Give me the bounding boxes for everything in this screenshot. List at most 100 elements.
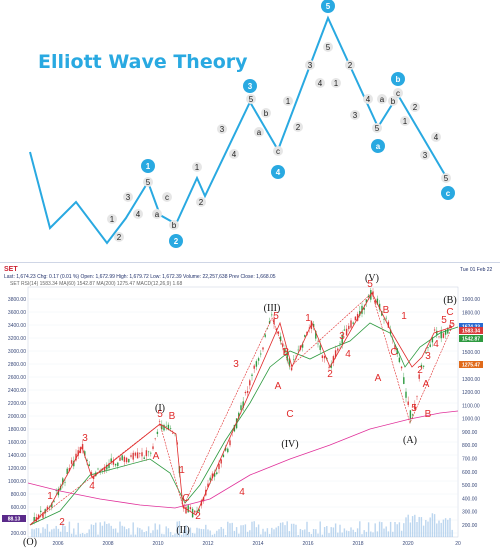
candle-body (372, 291, 374, 295)
volume-bar (86, 533, 88, 537)
header-indicators: SET RSI(14) 1583.34 MA(60) 1542.87 MA(20… (10, 281, 182, 287)
y-right-tick: 600.00 (462, 470, 478, 476)
volume-bar (62, 522, 64, 537)
volume-bar (317, 533, 319, 537)
minor-wave-label: 1 (286, 97, 291, 106)
candle-body (249, 380, 251, 386)
candle-body (154, 438, 156, 440)
x-tick: 2020 (402, 541, 413, 547)
candle-body (106, 464, 108, 470)
red-wave-label: 5 (411, 403, 417, 414)
candle-body (143, 457, 145, 459)
candle-body (90, 472, 93, 476)
candle-body (86, 459, 88, 462)
candle-body (394, 344, 396, 350)
candle-body (165, 426, 167, 427)
candle-body (53, 500, 55, 502)
major-badge-label: 3 (248, 82, 253, 91)
volume-bar (385, 526, 387, 537)
volume-bar (271, 527, 273, 537)
volume-bar (143, 532, 145, 537)
volume-bar (211, 534, 214, 537)
red-wave-label: 2 (327, 369, 333, 380)
red-wave-label: 3 (339, 331, 345, 342)
volume-bar (422, 525, 425, 537)
candle-body (209, 477, 211, 481)
volume-bar (79, 533, 82, 537)
x-tick: 2008 (102, 541, 113, 547)
candle-body (416, 395, 418, 397)
volume-bar (229, 523, 231, 537)
candle-body (244, 391, 247, 394)
volume-bar (268, 534, 271, 537)
volume-bar (119, 521, 121, 537)
volume-bar (440, 522, 442, 537)
y-right-tick: 500.00 (462, 483, 478, 489)
volume-bar (312, 528, 315, 537)
volume-bar (37, 528, 40, 537)
volume-bar (251, 521, 253, 537)
ma200-line (27, 410, 459, 509)
volume-bar (359, 521, 361, 537)
red-wave-label: B (425, 409, 432, 420)
red-wave-label: A (275, 381, 282, 392)
candle-body (92, 476, 95, 480)
candle-body (387, 321, 390, 328)
candle-body (68, 468, 71, 472)
candle-body (196, 510, 198, 512)
major-badge-label: 5 (326, 2, 331, 11)
volume-bar (191, 532, 194, 537)
red-wave-label: 4 (239, 487, 245, 498)
candle-body (81, 444, 84, 450)
volume-bar (35, 528, 38, 537)
volume-bar (176, 521, 178, 537)
minor-wave-label: 2 (199, 198, 204, 207)
volume-bar (77, 522, 79, 537)
minor-label-bg (107, 214, 117, 224)
minor-wave-label: 2 (296, 123, 301, 132)
volume-bar (279, 522, 282, 537)
red-wave-label: 4 (89, 481, 95, 492)
minor-wave-label: c (276, 147, 280, 156)
diagram-title: Elliott Wave Theory (38, 51, 248, 73)
volume-bar (398, 522, 401, 537)
volume-bar (253, 521, 255, 537)
price-box (459, 327, 483, 334)
candle-body (334, 350, 337, 358)
candle-body (246, 391, 249, 393)
x-tick: 2006 (52, 541, 63, 547)
candle-body (286, 350, 288, 361)
wave-red-path (29, 292, 453, 526)
candle-body (271, 314, 273, 316)
minor-wave-label: 3 (220, 125, 225, 134)
volume-bar (134, 534, 137, 537)
volume-bar (154, 523, 156, 537)
volume-bar (361, 534, 363, 537)
volume-bar (242, 525, 244, 537)
candle-body (277, 331, 280, 334)
candle-body (145, 450, 148, 457)
volume-bar (255, 527, 258, 537)
candle-body (385, 317, 387, 319)
minor-wave-label: 4 (232, 150, 237, 159)
volume-bar (337, 532, 339, 537)
red-wave-label: C (182, 493, 189, 504)
candle-body (288, 358, 291, 366)
y-right-tick: 1100.00 (462, 403, 480, 409)
volume-bar (169, 531, 172, 537)
candle-body (42, 512, 44, 518)
major-badge-circle (243, 79, 257, 93)
volume-bar (84, 534, 86, 537)
price-box (459, 361, 483, 368)
volume-bar (57, 528, 60, 537)
volume-bar (392, 531, 394, 537)
red-wave-label: 3 (233, 359, 239, 370)
volume-bar (444, 518, 447, 537)
candle-body (55, 490, 57, 491)
major-badge-circle (391, 72, 405, 86)
candle-body (264, 334, 266, 337)
minor-label-bg (273, 146, 283, 156)
volume-bar (189, 527, 192, 537)
volume-bar (103, 521, 106, 537)
volume-bar (420, 517, 423, 537)
